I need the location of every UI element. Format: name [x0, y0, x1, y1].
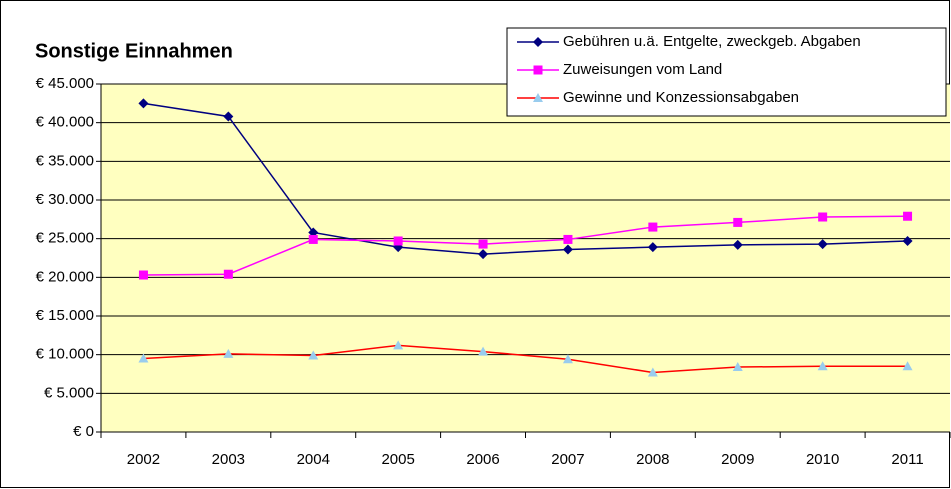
marker — [308, 234, 318, 244]
marker — [223, 111, 234, 122]
marker — [138, 98, 149, 109]
x-tick-label: 2009 — [721, 451, 754, 468]
legend-marker — [533, 37, 543, 47]
marker — [818, 212, 828, 222]
x-tick-label: 2007 — [551, 451, 584, 468]
marker — [817, 239, 828, 250]
marker — [647, 367, 658, 377]
series-line — [143, 102, 908, 255]
marker — [732, 239, 743, 250]
marker — [393, 236, 403, 246]
x-tick-label: 2004 — [297, 451, 330, 468]
marker — [902, 235, 913, 246]
marker — [903, 211, 913, 221]
y-tick-label: € 15.000 — [36, 307, 94, 324]
marker — [732, 362, 743, 372]
x-tick-label: 2003 — [212, 451, 245, 468]
marker — [563, 234, 573, 244]
x-tick-label: 2011 — [891, 451, 923, 468]
marker — [733, 217, 743, 227]
x-tick-label: 2005 — [381, 451, 414, 468]
x-tick-label: 2008 — [636, 451, 669, 468]
y-tick-label: € 40.000 — [36, 114, 94, 131]
marker — [647, 242, 658, 253]
y-tick-label: € 5.000 — [44, 384, 94, 401]
x-tick-label: 2006 — [466, 451, 499, 468]
marker — [562, 244, 573, 255]
y-tick-label: € 20.000 — [36, 268, 94, 285]
marker — [478, 249, 489, 260]
marker — [562, 354, 573, 364]
marker — [393, 340, 404, 350]
x-tick-label: 2010 — [806, 451, 839, 468]
legend-box — [506, 27, 947, 117]
chart-title: Sonstige Einnahmen — [35, 40, 233, 62]
y-tick-label: € 35.000 — [36, 152, 94, 169]
series-line — [143, 215, 908, 276]
legend-marker — [533, 93, 543, 102]
marker — [223, 348, 234, 358]
y-tick-label: € 10.000 — [36, 346, 94, 363]
series-line — [143, 344, 908, 374]
legend-label: Zuweisungen vom Land — [563, 61, 722, 78]
marker — [478, 239, 488, 249]
y-tick-label: € 25.000 — [36, 230, 94, 247]
legend-marker — [533, 65, 543, 75]
marker — [223, 269, 233, 279]
legend-label: Gewinne und Konzessionsabgaben — [563, 89, 799, 106]
marker — [478, 346, 489, 356]
y-tick-label: € 45.000 — [36, 75, 94, 92]
legend-label: Gebühren u.ä. Entgelte, zweckgeb. Abgabe… — [563, 33, 861, 50]
y-tick-label: € 0 — [73, 423, 94, 440]
marker — [902, 361, 913, 371]
x-tick-label: 2002 — [127, 451, 160, 468]
marker — [138, 353, 149, 363]
marker — [308, 350, 319, 360]
plot-background — [101, 84, 950, 432]
marker — [817, 361, 828, 371]
y-tick-label: € 30.000 — [36, 191, 94, 208]
marker — [648, 222, 658, 232]
marker — [138, 270, 148, 280]
